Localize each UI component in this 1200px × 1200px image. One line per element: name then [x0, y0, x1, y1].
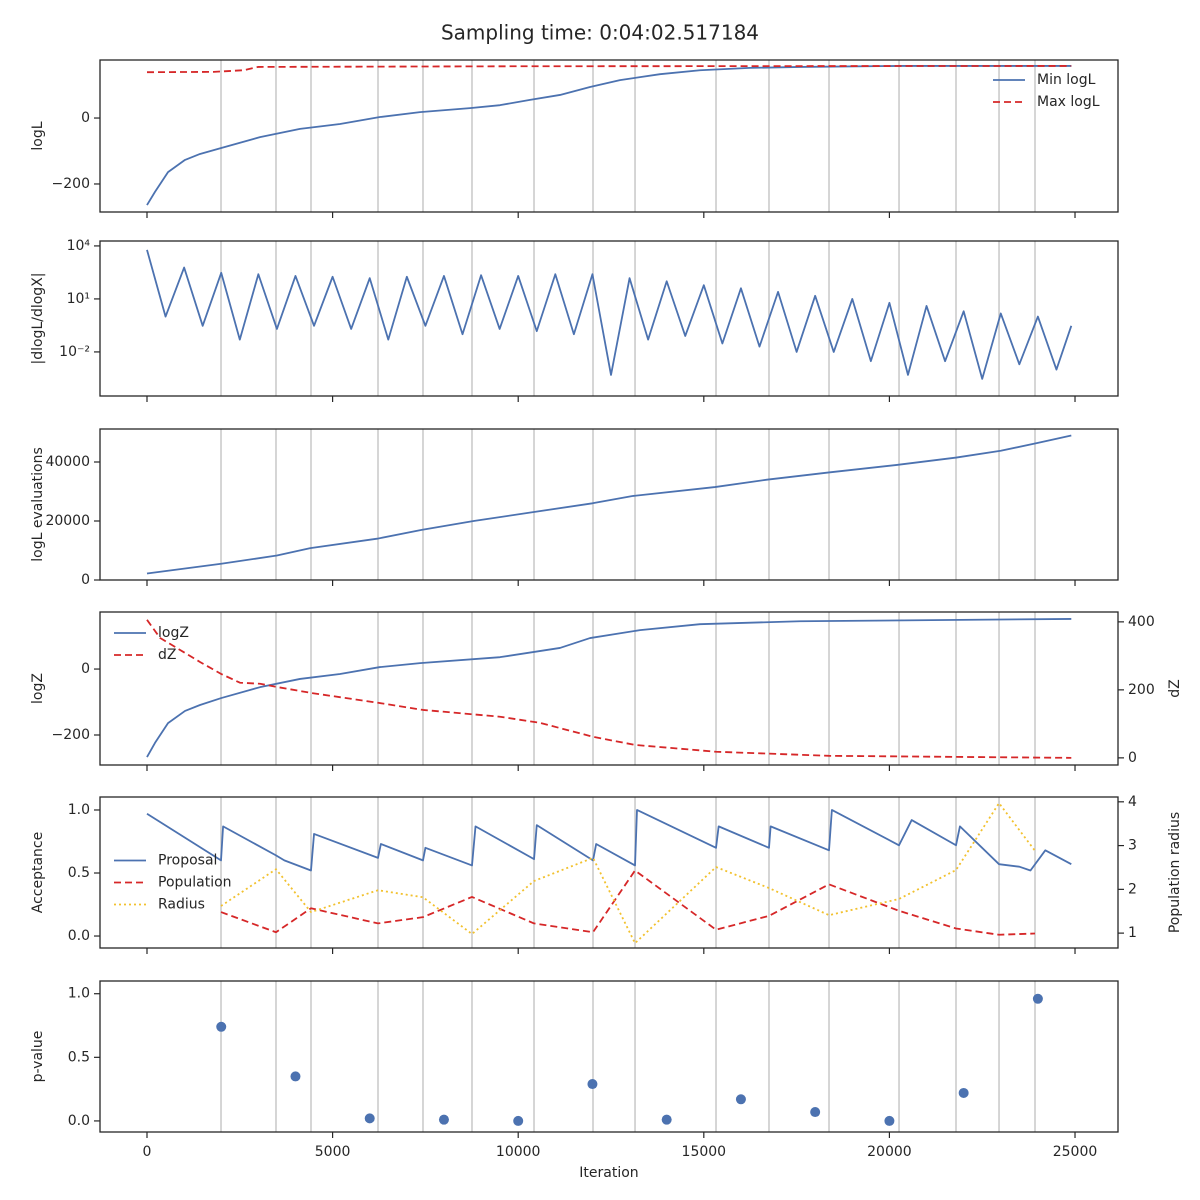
figure-title: Sampling time: 0:04:02.517184 [441, 21, 759, 45]
y-tick-label: 0.0 [68, 1113, 90, 1129]
y2-tick-label: 4 [1128, 794, 1137, 810]
y-axis-label: logZ [30, 673, 46, 704]
y-tick-label: 10¹ [67, 291, 90, 307]
y2-tick-label: 0 [1128, 750, 1137, 766]
y-tick-label: 0 [81, 110, 90, 126]
y-axis-label: logL evaluations [30, 447, 46, 562]
point [884, 1115, 895, 1126]
legend-label: Min logL [1037, 72, 1096, 88]
series-line [146, 809, 1072, 872]
point [587, 1079, 598, 1090]
legend-label: Radius [158, 897, 205, 913]
y2-tick-label: 200 [1128, 682, 1155, 698]
series-line [146, 618, 1072, 758]
x-tick-label: 5000 [315, 1144, 351, 1160]
y-tick-label: 10⁻² [59, 344, 90, 360]
y2-tick-label: 400 [1128, 614, 1155, 630]
y-axis-label: p-value [30, 1031, 46, 1083]
y-tick-label: 1.0 [68, 986, 90, 1002]
y-tick-label: 0 [81, 572, 90, 588]
axes-frame [99, 59, 1119, 213]
x-tick-label: 15000 [682, 1144, 727, 1160]
point [958, 1087, 969, 1098]
y-tick-label: 0.5 [68, 1049, 90, 1065]
point [438, 1114, 449, 1125]
legend-label: Max logL [1037, 94, 1100, 110]
series-line [146, 65, 1072, 74]
y-axis-label: logL [30, 121, 46, 150]
axes-frame [99, 611, 1119, 766]
point [290, 1071, 301, 1082]
x-tick-label: 20000 [867, 1144, 912, 1160]
series-line [220, 869, 1036, 936]
point [216, 1021, 227, 1032]
y-axis-label: Acceptance [30, 832, 46, 913]
point [364, 1113, 375, 1124]
series-line [146, 249, 1073, 380]
legend-label: dZ [158, 647, 176, 663]
y-tick-label: 0.5 [68, 865, 90, 881]
y-tick-label: 0 [81, 661, 90, 677]
series-line [146, 434, 1072, 575]
axes-frame [99, 980, 1119, 1133]
x-axis-label: Iteration [579, 1165, 638, 1181]
point [513, 1115, 524, 1126]
y2-tick-label: 2 [1128, 881, 1137, 897]
legend-label: Population [158, 875, 232, 891]
legend-label: Proposal [158, 853, 217, 869]
series-line [146, 65, 1072, 206]
y-tick-label: 0.0 [68, 928, 90, 944]
x-tick-label: 0 [143, 1144, 152, 1160]
y2-axis-label: dZ [1167, 679, 1183, 697]
y-tick-label: 1.0 [68, 802, 90, 818]
y-tick-label: −200 [52, 176, 90, 192]
point [735, 1094, 746, 1105]
y-tick-label: 40000 [45, 454, 90, 470]
series-line [146, 619, 1072, 759]
y-tick-label: 20000 [45, 513, 90, 529]
axes-frame [99, 796, 1119, 949]
x-tick-label: 10000 [496, 1144, 541, 1160]
axes-frame [99, 428, 1119, 581]
point [661, 1114, 672, 1125]
point [1032, 993, 1043, 1004]
y2-axis-label: Population radius [1167, 812, 1183, 933]
y-axis-label: |dlogL/dlogX| [30, 273, 46, 365]
y2-tick-label: 3 [1128, 838, 1137, 854]
legend-label: logZ [158, 625, 189, 641]
y-tick-label: 10⁴ [67, 238, 91, 254]
axes-frame [99, 240, 1119, 397]
point [810, 1107, 821, 1118]
series-line [220, 802, 1036, 945]
y-tick-label: −200 [52, 727, 90, 743]
y2-tick-label: 1 [1128, 925, 1137, 941]
x-tick-label: 25000 [1053, 1144, 1098, 1160]
